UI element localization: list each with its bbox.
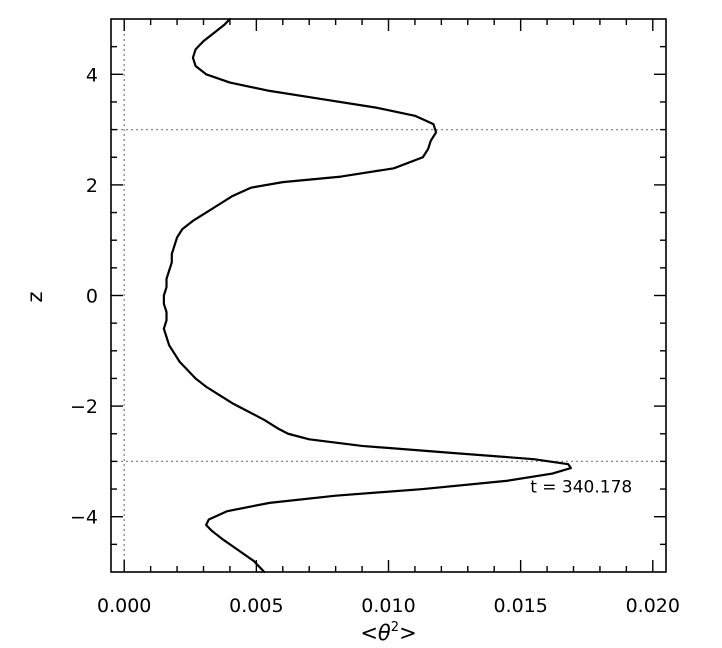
y-tick-label: 0 <box>86 286 98 308</box>
plot-frame <box>110 18 667 573</box>
x-axis-title-sup: 2 <box>391 620 399 635</box>
x-tick-labels: 0.000 0.005 0.010 0.015 0.020 <box>97 595 680 617</box>
y-tick-label: −2 <box>70 396 98 418</box>
y-tick-label: 2 <box>86 175 98 197</box>
x-tick-label: 0.015 <box>493 595 547 617</box>
x-axis-title-left: < <box>360 621 378 645</box>
x-tick-label: 0.000 <box>97 595 151 617</box>
x-axis-title-right: > <box>399 621 417 645</box>
x-axis-title-symbol: θ <box>378 621 391 645</box>
x-tick-label: 0.010 <box>361 595 415 617</box>
x-tick-label: 0.005 <box>229 595 283 617</box>
reference-lines <box>111 19 666 572</box>
y-tick-label: 4 <box>86 64 98 86</box>
time-annotation: t = 340.178 <box>530 477 632 497</box>
series-line <box>162 17 572 574</box>
x-tick-label: 0.020 <box>626 595 680 617</box>
y-tick-labels: −4 −2 0 2 4 <box>70 64 98 528</box>
series-group <box>162 17 572 574</box>
y-tick-label: −4 <box>70 507 98 529</box>
y-axis-title: z <box>23 291 47 302</box>
x-axis-title: <θ2> <box>360 620 416 645</box>
axis-ticks <box>111 19 666 572</box>
